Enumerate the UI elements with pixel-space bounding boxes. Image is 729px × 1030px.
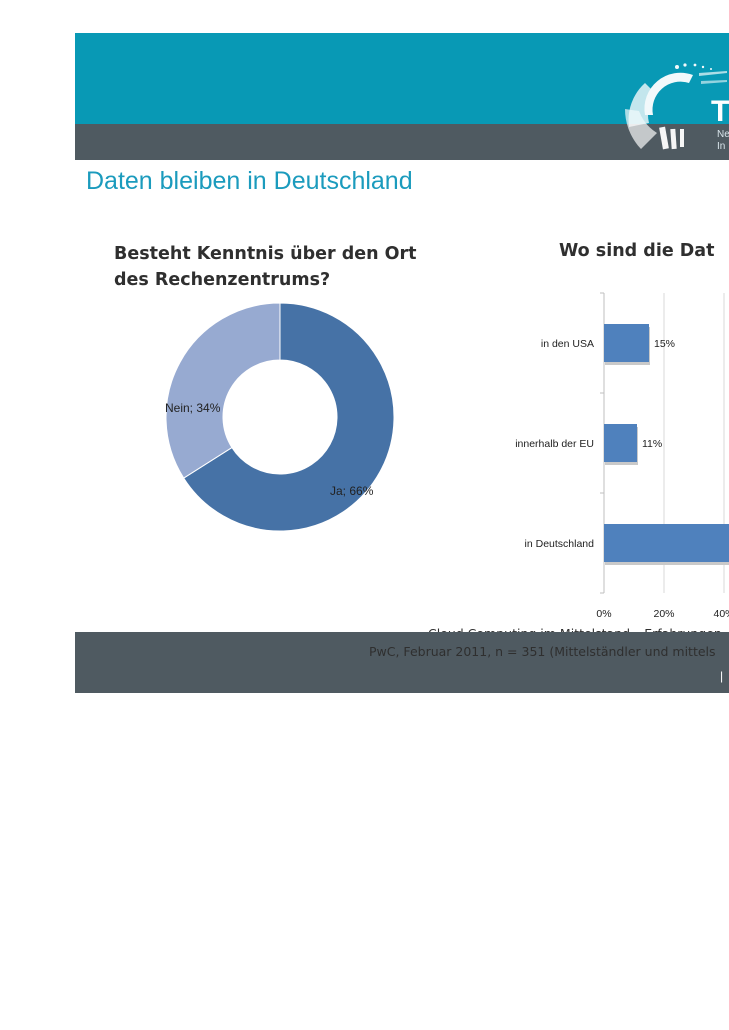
- header-subband: [75, 124, 729, 160]
- donut-slice-ja: [183, 302, 395, 532]
- bar-2: [604, 424, 637, 462]
- bar-chart-title: Wo sind die Dat: [559, 241, 715, 261]
- logo-letter: T: [711, 95, 729, 128]
- header-band: [75, 33, 729, 124]
- category-label: in Deutschland: [525, 538, 595, 550]
- category-label: in den USA: [541, 338, 594, 350]
- source-line-2: PwC, Februar 2011, n = 351 (Mittelständl…: [369, 644, 716, 659]
- donut-slice-nein: [165, 302, 281, 479]
- footer-band: [75, 632, 729, 693]
- bar-3: [604, 524, 729, 562]
- logo-subtitle-1: Ne: [717, 129, 729, 140]
- bar-value-label: 15%: [654, 338, 675, 350]
- bar-1: [604, 324, 649, 362]
- x-tick-label: 0%: [596, 608, 611, 620]
- company-logo-icon: [625, 63, 727, 150]
- donut-chart: Ja; 66% Nein; 34%: [165, 302, 395, 532]
- category-label: innerhalb der EU: [515, 438, 594, 450]
- slide-title: Daten bleiben in Deutschland: [86, 167, 413, 195]
- donut-title-line-2: des Rechenzentrums?: [114, 270, 331, 290]
- page-number-separator: |: [720, 669, 724, 683]
- logo-subtitle-2: In: [717, 141, 726, 152]
- donut-label-nein: Nein; 34%: [165, 401, 221, 415]
- donut-label-ja: Ja; 66%: [330, 484, 374, 498]
- x-tick-label: 20%: [653, 608, 674, 620]
- donut-title-line-1: Besteht Kenntnis über den Ort: [114, 244, 417, 264]
- donut-chart-title: Besteht Kenntnis über den Ort des Rechen…: [114, 241, 417, 293]
- bar-value-label: 11%: [642, 438, 662, 450]
- bar-chart: in den USA 15% innerhalb der EU 11% in Deuts…: [515, 292, 729, 620]
- x-tick-label: 40%: [713, 608, 729, 620]
- slide: T Ne In Daten bleiben in Deutschland Bes…: [75, 33, 729, 693]
